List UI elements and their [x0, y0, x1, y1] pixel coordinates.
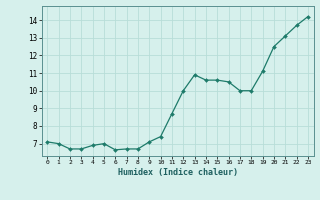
- X-axis label: Humidex (Indice chaleur): Humidex (Indice chaleur): [118, 168, 237, 177]
